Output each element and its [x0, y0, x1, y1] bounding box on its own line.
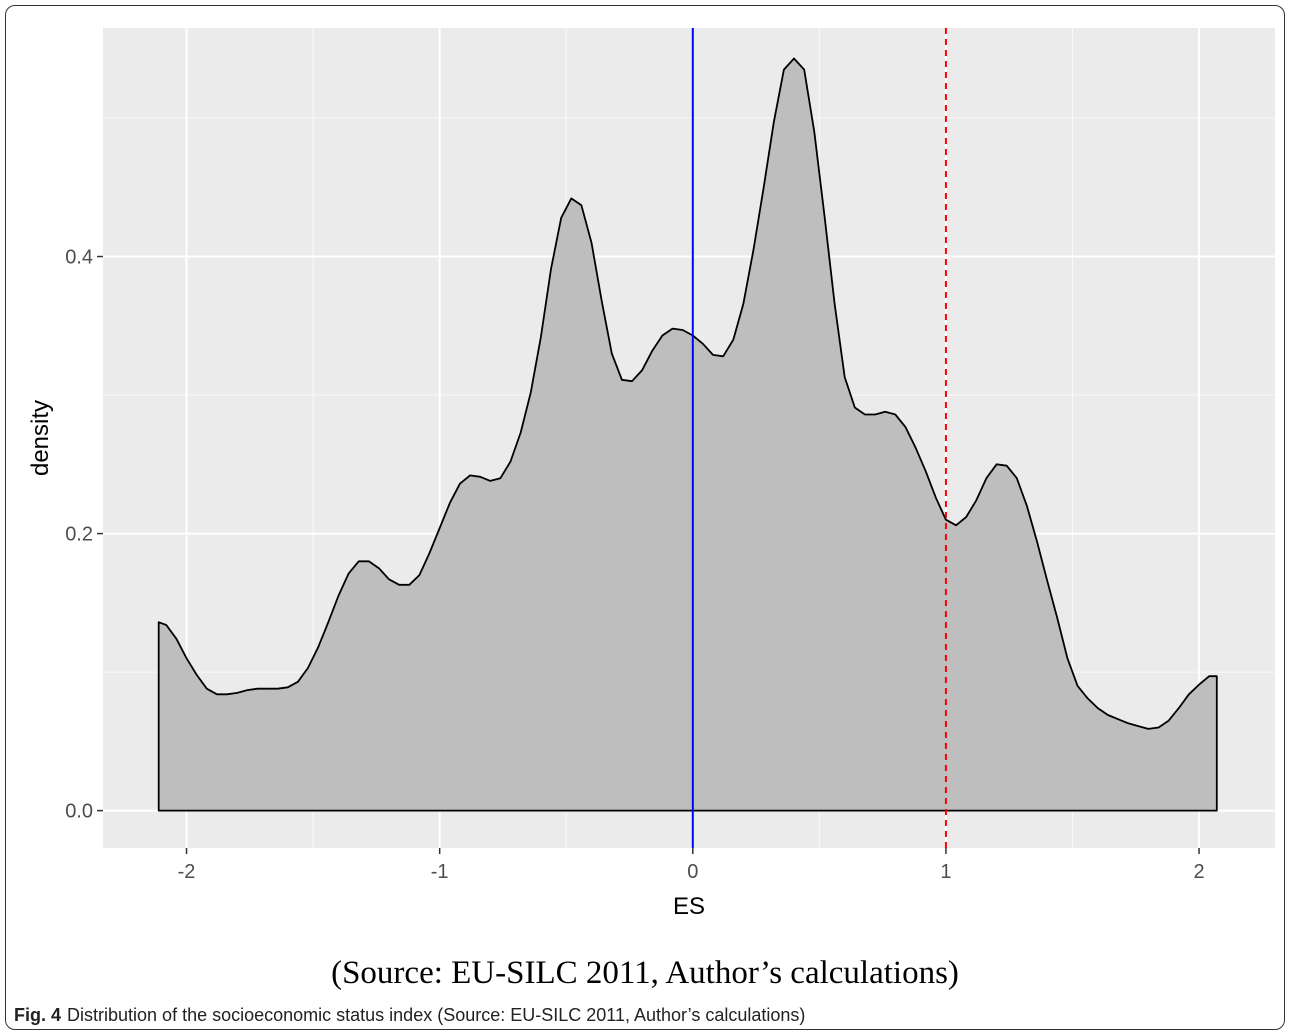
figure-caption: Fig. 4 Distribution of the socioeconomic … — [14, 1005, 805, 1026]
figure-caption-text: Distribution of the socioeconomic status… — [67, 1005, 806, 1025]
x-tick-label: 1 — [940, 861, 951, 883]
figure-label: Fig. 4 — [14, 1005, 62, 1025]
y-tick-label: 0.2 — [65, 524, 93, 546]
x-tick-label: 0 — [687, 861, 698, 883]
y-axis-title: density — [27, 400, 54, 476]
x-axis-title: ES — [673, 893, 705, 920]
x-axis: -2 -1 0 1 2 — [178, 848, 1205, 883]
source-note: (Source: EU-SILC 2011, Author’s calculat… — [331, 955, 959, 991]
y-tick-label: 0.0 — [65, 801, 93, 823]
density-chart: -2 -1 0 1 2 0.0 0.2 0.4 ES density — [27, 28, 1275, 920]
figure-frame — [5, 5, 1285, 1030]
x-tick-label: -2 — [178, 861, 196, 883]
x-tick-label: 2 — [1193, 861, 1204, 883]
x-tick-label: -1 — [431, 861, 449, 883]
y-axis: 0.0 0.2 0.4 — [65, 247, 103, 823]
y-tick-label: 0.4 — [65, 247, 93, 269]
